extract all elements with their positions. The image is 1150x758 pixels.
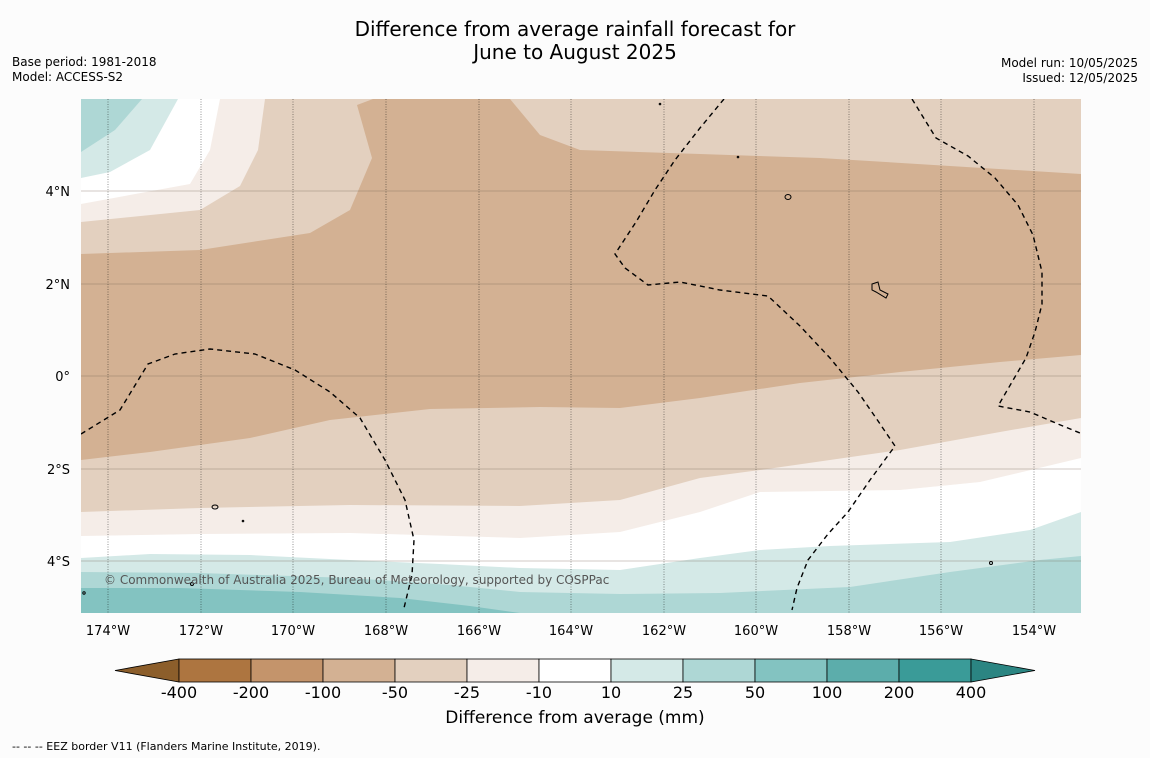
eez-borders — [81, 99, 1081, 611]
colorbar-extend-high — [970, 658, 1036, 683]
title-line-1: Difference from average rainfall forecas… — [354, 17, 796, 41]
meta-right: Model run: 10/05/2025 Issued: 12/05/2025 — [1001, 56, 1138, 86]
band-wet-topleft-moderate — [81, 99, 142, 152]
longitude-labels: 174°W 172°W 170°W 168°W 166°W 164°W 162°… — [86, 624, 1056, 639]
lat-label: 0° — [55, 370, 70, 385]
cb-tick-label: 400 — [956, 683, 987, 702]
lon-label: 170°W — [271, 624, 315, 639]
lon-label: 160°W — [734, 624, 778, 639]
graticule-lines — [107, 99, 1035, 613]
band-wet-strong — [81, 588, 520, 613]
colorbar-swatch — [466, 658, 540, 683]
colorbar-swatch — [394, 658, 468, 683]
islands — [82, 102, 993, 595]
lon-label: 166°W — [457, 624, 501, 639]
colorbar-extend-low — [114, 658, 180, 683]
latitude-labels: 4°N 2°N 0° 2°S 4°S — [46, 185, 71, 570]
colorbar-swatch — [826, 658, 900, 683]
lat-label: 4°N — [46, 185, 71, 200]
colorbar-swatch — [610, 658, 684, 683]
cb-tick-label: -200 — [233, 683, 269, 702]
issued-text: Issued: 12/05/2025 — [1022, 71, 1138, 85]
cb-tick-label: 100 — [812, 683, 843, 702]
colorbar-swatches — [114, 658, 1036, 683]
lon-label: 156°W — [919, 624, 963, 639]
model-run-text: Model run: 10/05/2025 — [1000, 56, 1138, 70]
map-plot-area: © Commonwealth of Australia 2025, Bureau… — [81, 99, 1081, 613]
cb-tick-label: 10 — [601, 683, 621, 702]
eez-footnote: -- -- -- EEZ border V11 (Flanders Marine… — [12, 740, 321, 753]
base-period-text: Base period: 1981-2018 — [12, 55, 157, 69]
latitude-lines — [81, 190, 1081, 562]
lat-label: 2°N — [46, 278, 71, 293]
copyright-text: © Commonwealth of Australia 2025, Bureau… — [104, 573, 609, 587]
lon-label: 162°W — [642, 624, 686, 639]
cb-tick-label: 25 — [673, 683, 693, 702]
colorbar: -400 -200 -100 -50 -25 -10 10 25 50 100 … — [114, 658, 1036, 702]
cb-tick-label: 50 — [745, 683, 765, 702]
lat-label: 4°S — [47, 555, 70, 570]
cb-tick-label: -25 — [454, 683, 480, 702]
lon-label: 158°W — [827, 624, 871, 639]
colorbar-swatch — [538, 658, 612, 683]
meta-left: Base period: 1981-2018 Model: ACCESS-S2 — [12, 55, 157, 85]
lat-label: 2°S — [47, 463, 70, 478]
lon-label: 172°W — [179, 624, 223, 639]
cb-tick-label: -400 — [161, 683, 197, 702]
cb-tick-label: -50 — [382, 683, 408, 702]
colorbar-swatch — [682, 658, 756, 683]
cb-tick-label: 200 — [884, 683, 915, 702]
model-text: Model: ACCESS-S2 — [12, 70, 124, 84]
colorbar-title: Difference from average (mm) — [445, 708, 705, 728]
lon-label: 174°W — [86, 624, 130, 639]
cb-tick-label: -100 — [305, 683, 341, 702]
lon-label: 168°W — [364, 624, 408, 639]
colorbar-swatch — [178, 658, 252, 683]
colorbar-swatch — [322, 658, 396, 683]
colorbar-tick-labels: -400 -200 -100 -50 -25 -10 10 25 50 100 … — [161, 683, 986, 702]
lon-label: 154°W — [1012, 624, 1056, 639]
lon-label: 164°W — [549, 624, 593, 639]
band-dry-strong — [81, 99, 1081, 460]
colorbar-swatch — [250, 658, 324, 683]
cb-tick-label: -10 — [526, 683, 552, 702]
colorbar-swatch — [754, 658, 828, 683]
title-line-2: June to August 2025 — [473, 40, 677, 64]
map-title: Difference from average rainfall forecas… — [0, 18, 1150, 64]
colorbar-swatch — [898, 658, 972, 683]
